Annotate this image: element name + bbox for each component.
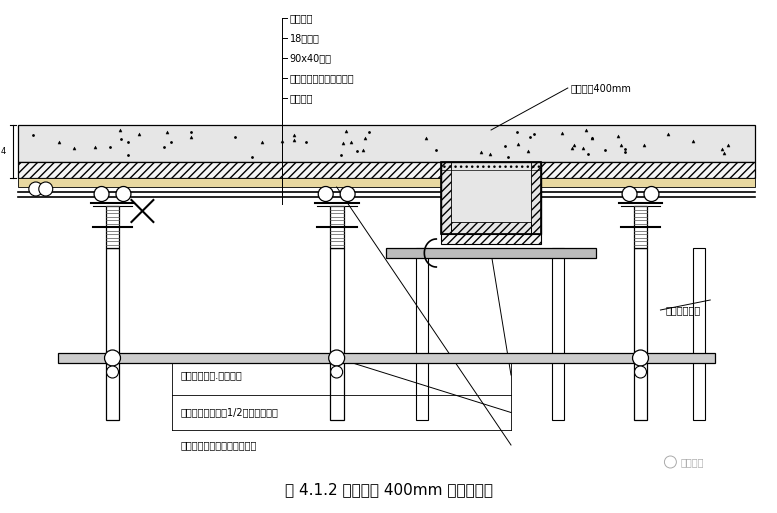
Circle shape — [622, 187, 637, 202]
Bar — [633, 248, 647, 420]
Bar — [441, 162, 541, 234]
Bar — [18, 125, 755, 162]
Circle shape — [340, 187, 355, 202]
Bar — [329, 248, 343, 420]
Circle shape — [116, 187, 131, 202]
Bar — [441, 162, 541, 170]
Text: 木方下的板底加固双钢管: 木方下的板底加固双钢管 — [290, 73, 354, 83]
Circle shape — [106, 366, 118, 378]
Circle shape — [319, 187, 333, 202]
Text: 90x40木方: 90x40木方 — [290, 53, 332, 63]
Bar — [18, 162, 755, 178]
Bar — [441, 162, 541, 178]
Bar — [18, 178, 755, 187]
Bar — [106, 248, 120, 420]
Bar — [441, 178, 541, 187]
Circle shape — [29, 182, 43, 196]
Bar — [441, 162, 451, 234]
Bar — [441, 162, 541, 234]
Bar — [531, 162, 541, 234]
Text: 18厚模板: 18厚模板 — [290, 33, 319, 43]
Text: 梁底步步紧加固，1/2立杆间距布置: 梁底步步紧加固，1/2立杆间距布置 — [180, 407, 278, 418]
Circle shape — [94, 187, 109, 202]
Circle shape — [105, 350, 120, 366]
Text: 可调顶托: 可调顶托 — [290, 93, 313, 103]
Circle shape — [635, 366, 646, 378]
Bar — [57, 353, 716, 363]
Circle shape — [39, 182, 53, 196]
Text: 梁底木方平放，梁侧木方立放: 梁底木方平放，梁侧木方立放 — [180, 440, 256, 450]
Bar — [693, 248, 706, 420]
Text: 结构梁＜400mm: 结构梁＜400mm — [571, 83, 632, 93]
Text: 图 4.1.2 梁高小于 400mm 的内梁加固: 图 4.1.2 梁高小于 400mm 的内梁加固 — [285, 483, 493, 498]
Circle shape — [644, 187, 659, 202]
Bar — [441, 234, 541, 244]
Text: 豆丁施工: 豆丁施工 — [681, 457, 704, 467]
Circle shape — [329, 350, 345, 366]
Text: 结构楼板: 结构楼板 — [290, 13, 313, 23]
Text: 梁底附加钢管.扣件连接: 梁底附加钢管.扣件连接 — [180, 370, 242, 380]
Bar — [451, 222, 531, 234]
Circle shape — [632, 350, 649, 366]
Bar — [441, 187, 541, 199]
Bar — [552, 248, 564, 420]
Circle shape — [331, 366, 343, 378]
Bar — [106, 206, 120, 248]
Bar — [386, 248, 596, 258]
Bar — [416, 248, 428, 420]
Text: 4: 4 — [1, 147, 6, 156]
Bar — [329, 206, 343, 248]
Bar — [633, 206, 647, 248]
Text: 增加梁侧立杆: 增加梁侧立杆 — [665, 305, 701, 315]
